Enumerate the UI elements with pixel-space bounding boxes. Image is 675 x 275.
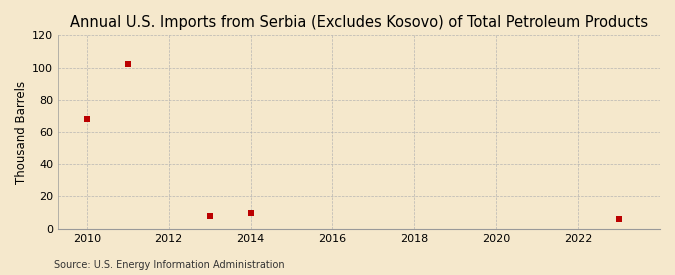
Point <box>245 210 256 215</box>
Title: Annual U.S. Imports from Serbia (Excludes Kosovo) of Total Petroleum Products: Annual U.S. Imports from Serbia (Exclude… <box>70 15 648 30</box>
Point <box>122 62 133 67</box>
Y-axis label: Thousand Barrels: Thousand Barrels <box>15 80 28 183</box>
Point <box>205 214 215 218</box>
Text: Source: U.S. Energy Information Administration: Source: U.S. Energy Information Administ… <box>54 260 285 270</box>
Point <box>614 217 624 221</box>
Point <box>82 117 92 121</box>
